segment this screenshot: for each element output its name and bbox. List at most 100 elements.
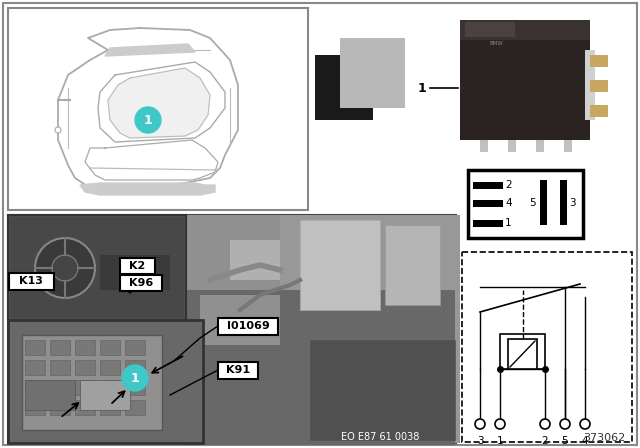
Circle shape bbox=[495, 419, 505, 429]
Bar bbox=[462, 252, 632, 442]
Bar bbox=[25, 360, 45, 375]
Bar bbox=[9, 273, 54, 290]
Bar bbox=[75, 400, 95, 415]
Bar bbox=[564, 140, 572, 152]
Bar bbox=[508, 339, 537, 369]
Text: 1: 1 bbox=[417, 82, 426, 95]
Text: BMW: BMW bbox=[490, 41, 504, 46]
Bar bbox=[125, 360, 145, 375]
Bar bbox=[120, 258, 155, 274]
Bar bbox=[218, 318, 278, 335]
Bar bbox=[25, 380, 75, 410]
Bar bbox=[185, 290, 455, 445]
Circle shape bbox=[122, 365, 148, 391]
Bar bbox=[536, 140, 544, 152]
Bar bbox=[125, 380, 145, 395]
Text: 1: 1 bbox=[497, 436, 503, 446]
Polygon shape bbox=[98, 62, 225, 142]
Bar bbox=[590, 55, 608, 67]
Bar bbox=[460, 20, 590, 40]
Bar bbox=[8, 215, 456, 443]
Bar bbox=[25, 340, 45, 355]
Bar bbox=[540, 180, 547, 225]
Text: 2: 2 bbox=[505, 181, 511, 190]
Circle shape bbox=[35, 238, 95, 298]
Bar bbox=[120, 275, 162, 291]
Text: 373062: 373062 bbox=[583, 433, 625, 443]
Bar bbox=[8, 8, 308, 210]
Bar bbox=[100, 400, 120, 415]
Bar bbox=[280, 215, 460, 443]
Bar bbox=[300, 220, 380, 310]
Text: 2: 2 bbox=[541, 436, 548, 446]
Bar bbox=[100, 340, 120, 355]
Text: 1: 1 bbox=[131, 371, 140, 384]
Bar bbox=[585, 50, 595, 120]
Bar bbox=[500, 334, 545, 369]
Bar bbox=[125, 340, 145, 355]
Bar bbox=[80, 380, 130, 410]
Bar bbox=[590, 80, 608, 92]
Bar bbox=[473, 200, 503, 207]
Bar bbox=[50, 340, 70, 355]
Bar bbox=[340, 38, 405, 108]
Circle shape bbox=[540, 419, 550, 429]
Bar bbox=[50, 400, 70, 415]
Bar bbox=[185, 215, 455, 443]
Text: EO E87 61 0038: EO E87 61 0038 bbox=[341, 432, 419, 442]
Bar bbox=[473, 182, 503, 189]
Bar bbox=[75, 360, 95, 375]
Text: 3: 3 bbox=[569, 198, 575, 208]
Polygon shape bbox=[105, 44, 195, 56]
Bar bbox=[25, 400, 45, 415]
Text: I01069: I01069 bbox=[227, 321, 269, 331]
Bar bbox=[560, 180, 567, 225]
Bar bbox=[230, 240, 280, 280]
Text: 4: 4 bbox=[582, 436, 588, 446]
Bar bbox=[50, 380, 70, 395]
Bar bbox=[460, 20, 590, 140]
Bar bbox=[100, 360, 120, 375]
Bar bbox=[218, 362, 258, 379]
Text: 3: 3 bbox=[477, 436, 483, 446]
Bar bbox=[465, 22, 515, 37]
Bar bbox=[22, 335, 162, 430]
Bar bbox=[75, 380, 95, 395]
Polygon shape bbox=[108, 68, 210, 138]
Text: K96: K96 bbox=[129, 278, 153, 288]
Circle shape bbox=[580, 419, 590, 429]
Bar bbox=[200, 295, 280, 345]
Bar bbox=[75, 340, 95, 355]
Text: 5: 5 bbox=[529, 198, 536, 208]
Polygon shape bbox=[80, 183, 215, 195]
Bar bbox=[10, 217, 184, 318]
Circle shape bbox=[55, 127, 61, 133]
Bar bbox=[508, 140, 516, 152]
Bar bbox=[8, 215, 186, 320]
Bar bbox=[385, 225, 440, 305]
Bar bbox=[50, 360, 70, 375]
Circle shape bbox=[135, 107, 161, 133]
Text: 1: 1 bbox=[143, 113, 152, 126]
Bar bbox=[8, 320, 203, 443]
Bar bbox=[100, 255, 170, 290]
Text: 1: 1 bbox=[505, 219, 511, 228]
Bar bbox=[125, 400, 145, 415]
Bar bbox=[100, 380, 120, 395]
Text: 5: 5 bbox=[562, 436, 568, 446]
Bar bbox=[315, 55, 373, 120]
Bar bbox=[480, 140, 488, 152]
Circle shape bbox=[560, 419, 570, 429]
Polygon shape bbox=[85, 140, 218, 180]
Bar bbox=[468, 170, 583, 238]
Bar bbox=[185, 215, 455, 315]
Circle shape bbox=[475, 419, 485, 429]
Bar bbox=[590, 105, 608, 117]
Text: K91: K91 bbox=[226, 365, 250, 375]
Bar bbox=[310, 340, 455, 440]
Text: K13: K13 bbox=[19, 276, 43, 286]
Text: K2: K2 bbox=[129, 261, 145, 271]
Circle shape bbox=[52, 255, 78, 281]
Text: 4: 4 bbox=[505, 198, 511, 208]
Bar bbox=[473, 220, 503, 227]
